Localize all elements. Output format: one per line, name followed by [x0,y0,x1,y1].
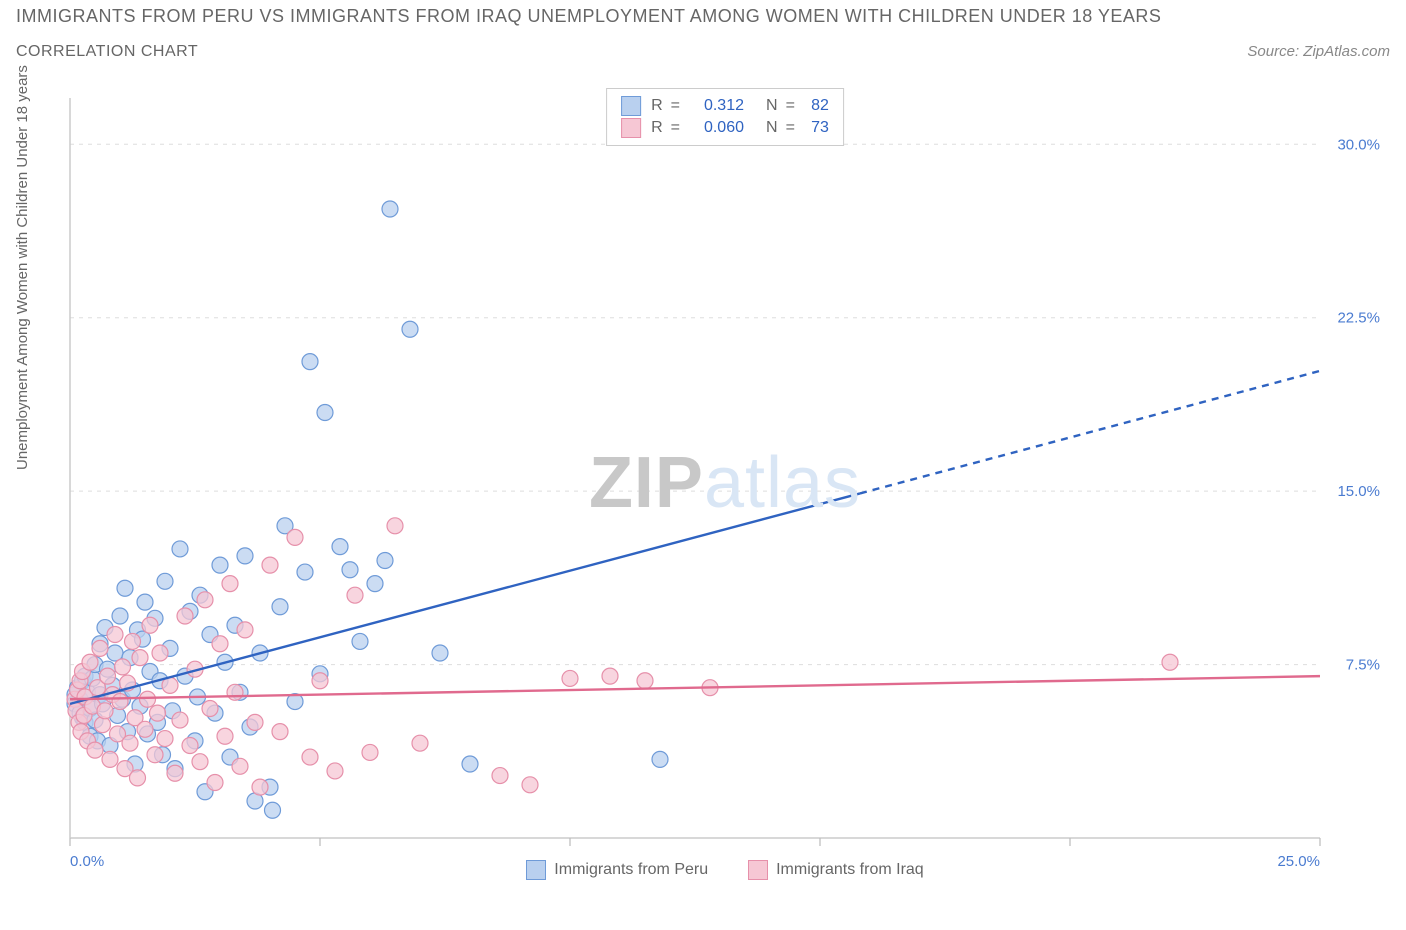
equals-icon: = [671,95,680,117]
label-n: N [766,95,778,117]
svg-text:22.5%: 22.5% [1337,310,1380,327]
subtitle-row: CORRELATION CHART Source: ZipAtlas.com [16,43,1390,61]
svg-text:7.5%: 7.5% [1346,657,1380,674]
legend-row-iraq: R = 0.060 N = 73 [621,117,829,139]
legend-label-iraq: Immigrants from Iraq [776,861,924,879]
svg-text:15.0%: 15.0% [1337,483,1380,500]
source-name: ZipAtlas.com [1303,43,1390,60]
legend-row-peru: R = 0.312 N = 82 [621,95,829,117]
legend-label-peru: Immigrants from Peru [554,861,708,879]
value-r-peru: 0.312 [688,95,744,117]
source-prefix: Source: [1247,43,1303,60]
value-n-peru: 82 [803,95,829,117]
title-block: IMMIGRANTS FROM PERU VS IMMIGRANTS FROM … [16,6,1390,61]
equals-icon: = [786,117,795,139]
svg-text:30.0%: 30.0% [1337,136,1380,153]
swatch-peru [526,860,546,880]
legend-correlation-box: R = 0.312 N = 82 R = 0.060 N = 73 [606,88,844,146]
value-r-iraq: 0.060 [688,117,744,139]
page-root: IMMIGRANTS FROM PERU VS IMMIGRANTS FROM … [0,0,1406,930]
chart-area: 0.0%25.0%7.5%15.0%22.5%30.0% ZIPatlas R … [60,88,1390,878]
source-credit: Source: ZipAtlas.com [1247,43,1390,60]
label-n: N [766,117,778,139]
chart-title: IMMIGRANTS FROM PERU VS IMMIGRANTS FROM … [16,6,1390,27]
swatch-iraq [748,860,768,880]
scatter-chart: 0.0%25.0%7.5%15.0%22.5%30.0% [60,88,1390,878]
legend-item-peru: Immigrants from Peru [526,860,708,880]
legend-series: Immigrants from Peru Immigrants from Ira… [60,860,1390,880]
y-axis-label: Unemployment Among Women with Children U… [14,65,31,470]
chart-subtitle: CORRELATION CHART [16,43,198,61]
label-r: R [651,95,663,117]
swatch-peru [621,96,641,116]
equals-icon: = [671,117,680,139]
value-n-iraq: 73 [803,117,829,139]
legend-item-iraq: Immigrants from Iraq [748,860,924,880]
label-r: R [651,117,663,139]
equals-icon: = [786,95,795,117]
swatch-iraq [621,118,641,138]
